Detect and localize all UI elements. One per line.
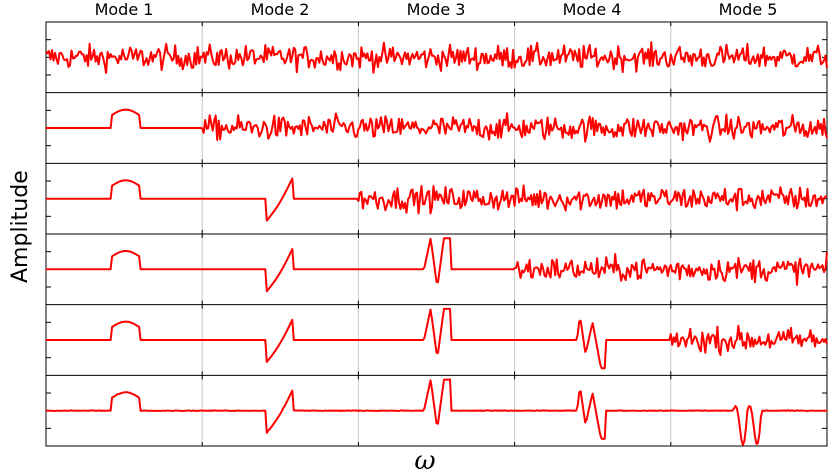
- x-axis-label: ω: [414, 446, 436, 476]
- grid-layer: [45, 21, 828, 447]
- signal-row-1: [45, 41, 828, 74]
- column-label-mode-2: Mode 2: [250, 0, 310, 19]
- column-label-mode-3: Mode 3: [406, 0, 466, 19]
- signal-row-6: [45, 378, 828, 446]
- signal-row-4: [46, 237, 828, 293]
- column-label-mode-4: Mode 4: [562, 0, 622, 19]
- signal-row-5: [46, 307, 828, 370]
- signal-row-3: [46, 177, 828, 222]
- column-label-mode-5: Mode 5: [718, 0, 778, 19]
- column-label-mode-1: Mode 1: [94, 0, 154, 19]
- signal-row-2: [46, 108, 828, 143]
- signal-layer: [45, 41, 828, 446]
